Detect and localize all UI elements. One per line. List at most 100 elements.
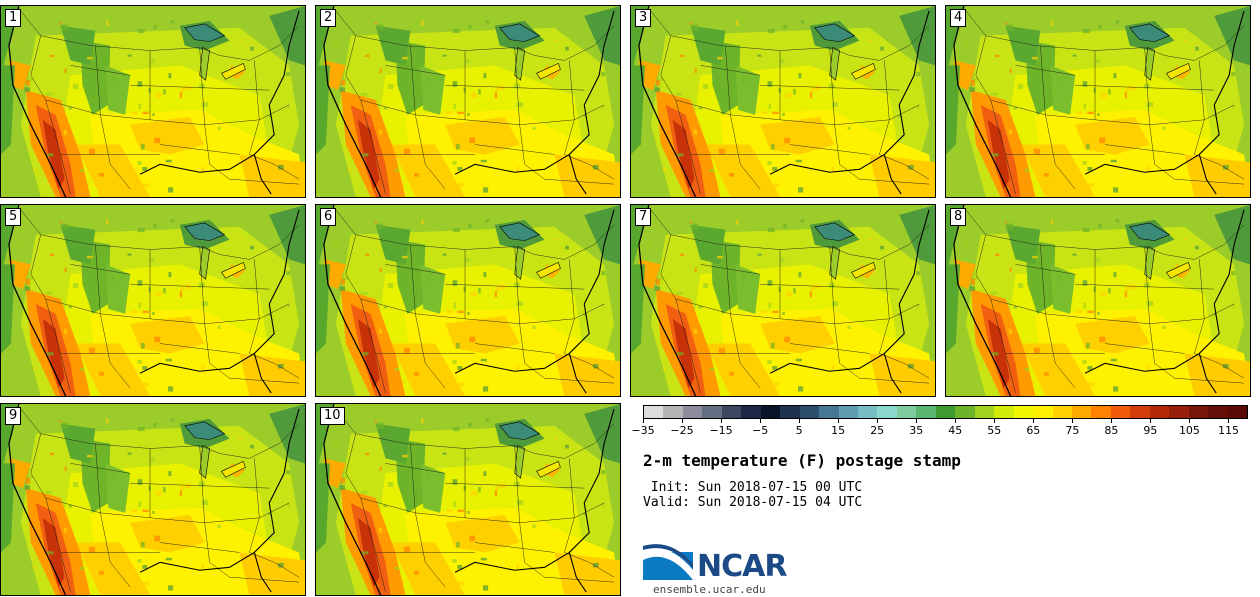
state-border (199, 47, 205, 125)
member-map-panel[interactable]: 10 (315, 403, 621, 596)
field-speckle (24, 485, 31, 490)
field-speckle (153, 24, 157, 29)
state-border (1144, 246, 1150, 324)
field-speckle (140, 541, 145, 548)
field-speckle (142, 310, 149, 314)
state-border (130, 283, 270, 290)
site-url-link[interactable]: ensemble.ucar.edu (653, 583, 766, 596)
temperature-region (554, 552, 620, 595)
field-speckle (88, 347, 96, 354)
state-border (385, 463, 446, 474)
temperature-region (357, 517, 380, 588)
member-map-panel[interactable]: 2 (315, 5, 621, 198)
member-map-panel[interactable]: 8 (945, 204, 1251, 397)
field-speckle (676, 153, 684, 157)
field-speckle (421, 418, 424, 424)
temperature-region (239, 353, 305, 396)
field-speckle (59, 22, 62, 25)
field-speckle (402, 454, 408, 458)
field-speckle (1093, 286, 1096, 292)
field-speckle (485, 219, 490, 223)
east-gulf-coastline (454, 408, 615, 573)
florida-coastline (253, 154, 272, 195)
field-speckle (778, 286, 781, 292)
field-speckle (148, 286, 151, 292)
field-speckle (87, 56, 93, 60)
temperature-region (1020, 343, 1096, 396)
field-speckle (154, 336, 161, 343)
field-speckle (87, 255, 93, 259)
field-speckle (480, 358, 487, 362)
field-speckle (467, 311, 470, 315)
colorbar-swatch (799, 406, 820, 418)
field-speckle (516, 564, 520, 570)
field-speckle (513, 282, 520, 288)
field-speckle (268, 512, 271, 516)
field-speckle (553, 437, 557, 440)
field-speckle (470, 490, 477, 496)
ncar-logo-text[interactable]: NCAR (697, 549, 787, 584)
field-speckle (1095, 258, 1100, 263)
field-speckle (1072, 54, 1077, 57)
field-speckle (1072, 253, 1077, 256)
state-border (130, 482, 270, 489)
temperature-region (1020, 144, 1096, 197)
member-map-panel[interactable]: 6 (315, 204, 621, 397)
field-speckle (402, 181, 405, 185)
field-speckle (1183, 39, 1187, 42)
field-speckle (898, 114, 901, 118)
field-speckle (680, 253, 685, 257)
member-map-panel[interactable]: 5 (0, 204, 306, 397)
field-speckle (45, 490, 53, 494)
field-speckle (413, 173, 419, 177)
temperature-region (42, 119, 65, 190)
field-speckle (137, 479, 143, 485)
plot-title: 2-m temperature (F) postage stamp (643, 451, 961, 470)
field-speckle (483, 386, 489, 392)
temperature-region (390, 343, 466, 396)
field-speckle (1162, 325, 1166, 330)
lake-erie (536, 261, 561, 279)
temperature-region (316, 65, 330, 155)
field-speckle (519, 242, 525, 247)
colorbar-tick (1033, 419, 1035, 423)
state-border (360, 99, 605, 125)
field-speckle (137, 81, 143, 87)
field-speckle (694, 68, 697, 73)
field-speckle (1115, 20, 1120, 24)
member-map-panel[interactable]: 7 (630, 204, 936, 397)
state-border (1040, 45, 1046, 115)
colorbar-tick-label: 5 (795, 424, 803, 437)
state-border (415, 114, 446, 190)
member-map-panel[interactable]: 1 (0, 5, 306, 198)
member-map-panel[interactable]: 9 (0, 403, 306, 596)
field-speckle (495, 286, 500, 292)
field-speckle (868, 238, 872, 241)
temperature-region (390, 542, 466, 595)
colorbar-tick (1189, 419, 1191, 423)
state-border (834, 323, 860, 379)
field-speckle (995, 253, 1000, 257)
field-speckle (780, 59, 785, 64)
field-speckle (583, 313, 586, 317)
west-coastline (323, 205, 382, 396)
colorbar-tick (643, 419, 644, 423)
field-speckle (494, 291, 498, 298)
state-border (204, 124, 230, 180)
colorbar-swatch (1130, 406, 1150, 418)
field-speckle (663, 168, 666, 171)
colorbar-tick-label: 45 (948, 424, 963, 437)
field-speckle (659, 276, 663, 280)
field-speckle (880, 245, 884, 250)
member-map-panel[interactable]: 4 (945, 5, 1251, 198)
field-speckle (379, 267, 382, 272)
state-border (199, 246, 205, 324)
state-border (40, 35, 200, 51)
colorbar-swatch (644, 406, 664, 418)
field-speckle (470, 92, 477, 98)
ncar-logo-icon[interactable] (643, 540, 793, 585)
colorbar-tick-label: 25 (870, 424, 885, 437)
field-speckle (1213, 313, 1216, 317)
member-map-panel[interactable]: 3 (630, 5, 936, 198)
field-speckle (421, 219, 424, 225)
